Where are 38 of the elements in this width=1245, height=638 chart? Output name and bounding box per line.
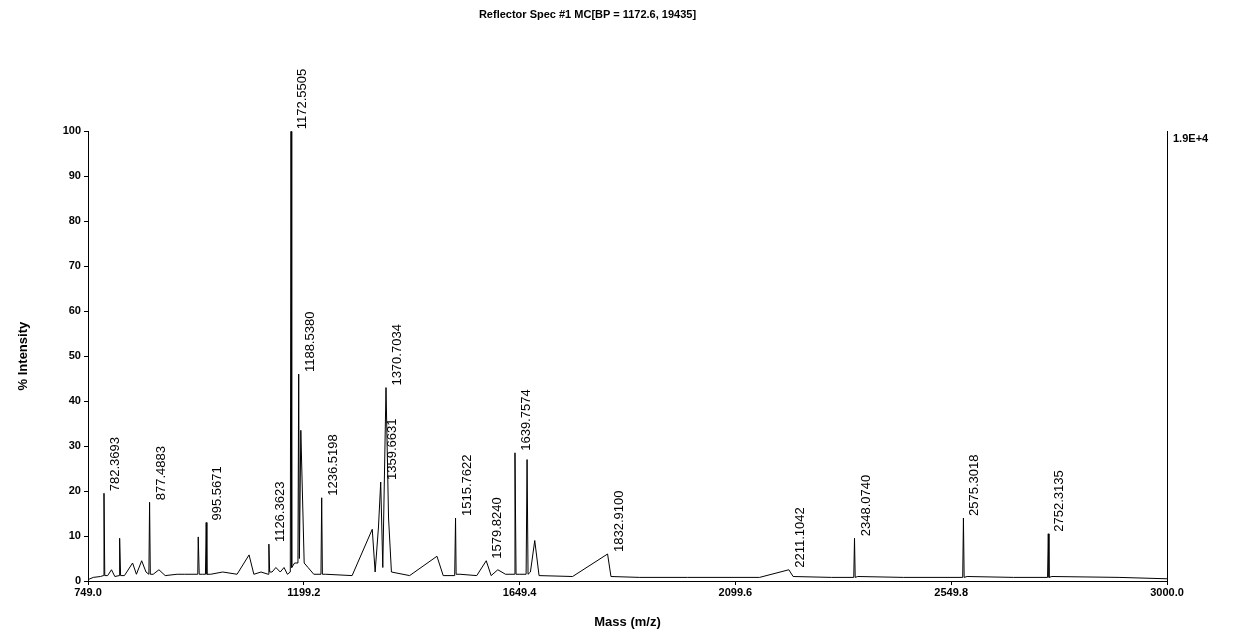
y-tick-label: 0: [74, 574, 81, 587]
annotation: 2575.3018: [966, 454, 982, 517]
y-tick-label: 50: [68, 349, 81, 362]
annotation: 995.5671: [209, 466, 225, 521]
x-tick-label: 1199.2: [287, 585, 321, 598]
y-tick-label: 40: [68, 394, 81, 407]
annotation: 1579.8240: [489, 497, 505, 559]
annotation: 2752.3135: [1051, 470, 1067, 532]
y-axis-title: % Intensity: [15, 321, 31, 391]
annotation: 1370.7034: [389, 324, 405, 386]
x-tick-label: 749.0: [74, 585, 102, 598]
annotation: 2211.1042: [791, 507, 807, 568]
chart-title: Reflector Spec #1 MC[BP = 1172.6, 19435]: [478, 7, 697, 20]
annotation: 782.3693: [107, 437, 122, 492]
y-tick-label: 10: [68, 529, 81, 542]
annotation: 1359.6631: [383, 418, 399, 481]
y-tick-label: 100: [62, 124, 81, 137]
annotation: 1188.5380: [301, 311, 317, 373]
x-tick-label: 2549.8: [934, 585, 969, 598]
text: 1.9E+4: [1173, 132, 1210, 145]
annotation: 1172.5505: [294, 68, 310, 130]
x-tick-label: 1649.4: [502, 585, 538, 598]
annotation: 1236.5198: [324, 434, 340, 496]
y-tick-label: 80: [68, 214, 81, 227]
annotation: 1639.7574: [517, 389, 533, 451]
x-axis-title: Mass (m/z): [594, 613, 661, 629]
annotation: 1832.9100: [610, 490, 626, 553]
annotation: 2348.0740: [857, 474, 873, 537]
y-tick-label: 60: [68, 304, 81, 317]
y-tick-label: 70: [68, 259, 81, 272]
y-tick-label: 20: [68, 484, 81, 497]
annotation: 1515.7622: [458, 454, 474, 517]
annotation: 1126.3623: [271, 481, 287, 543]
y-tick-label: 30: [68, 439, 81, 452]
x-tick-label: 2099.6: [718, 585, 753, 598]
y-tick-label: 90: [68, 169, 81, 182]
annotation: 877.4883: [152, 446, 168, 501]
x-tick-label: 3000.0: [1150, 585, 1184, 598]
